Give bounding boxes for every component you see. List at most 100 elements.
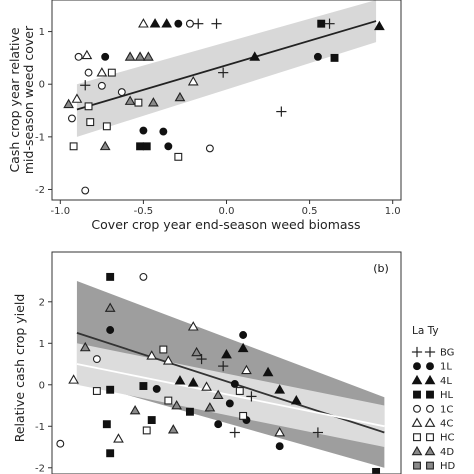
x-tick-label: 0.5 [302, 206, 318, 217]
data-point [167, 424, 179, 434]
data-point [317, 19, 326, 28]
panel-b-label: (b) [373, 262, 389, 275]
data-point [159, 127, 168, 136]
data-point [249, 51, 261, 61]
legend: La Ty BG 1L 4L HL 1C 4C HC 4D HD [411, 325, 456, 472]
legend-marker [413, 433, 421, 442]
data-point [97, 81, 106, 90]
data-point [68, 374, 79, 384]
data-point [191, 346, 202, 357]
legend-title: La Ty [412, 325, 439, 337]
legend-marker [426, 404, 434, 413]
legend-label: 4L [440, 376, 452, 387]
x-tick-label: -1.0 [51, 206, 71, 217]
data-point [164, 396, 173, 405]
data-point [229, 427, 240, 438]
legend-entry: 1L [413, 362, 452, 373]
data-point [138, 18, 149, 28]
data-point [185, 19, 194, 28]
data-point [159, 345, 168, 354]
x-tick-label: 0.0 [219, 206, 235, 217]
data-point [139, 382, 148, 390]
panel-b-y-axis-title: Relative cash crop yield [12, 294, 27, 443]
legend-label: 1L [440, 362, 452, 373]
data-point [104, 302, 116, 312]
legend-marker [413, 461, 421, 470]
legend-marker [426, 461, 434, 470]
data-point [174, 152, 183, 161]
panel-b-frame [51, 251, 402, 474]
legend-entry: 4L [411, 374, 452, 387]
legend-marker [411, 374, 423, 385]
data-point [124, 51, 136, 61]
data-point [161, 18, 173, 28]
data-point [246, 391, 257, 402]
data-point [211, 18, 222, 29]
legend-label: HD [440, 461, 456, 472]
data-point [152, 384, 161, 393]
data-point [276, 106, 287, 117]
data-point [290, 395, 302, 405]
data-point [205, 144, 214, 153]
legend-entry: HL [413, 390, 454, 401]
data-point [221, 348, 232, 359]
data-point [201, 381, 212, 391]
legend-entry: HC [413, 433, 455, 444]
data-point [74, 52, 83, 61]
panel-b-trend-lines [76, 332, 385, 434]
data-point [143, 51, 154, 61]
data-point [81, 49, 93, 60]
data-point [187, 76, 199, 86]
data-point [212, 389, 224, 400]
data-point [142, 142, 151, 151]
data-point [63, 98, 74, 109]
data-point [139, 126, 148, 135]
legend-marker [426, 390, 434, 399]
panel-a-trend-lines [76, 20, 377, 111]
data-point [149, 18, 161, 28]
y-tick-label: 0 [39, 80, 45, 91]
data-point [174, 91, 186, 102]
data-point [56, 439, 65, 448]
data-point [101, 52, 110, 61]
data-point [106, 272, 115, 281]
legend-label: 1C [440, 404, 453, 415]
data-point [187, 321, 199, 331]
legend-label: 4D [440, 447, 454, 458]
legend-entry: HD [413, 461, 456, 472]
data-point [313, 52, 322, 61]
data-point [262, 366, 274, 377]
data-point [185, 407, 194, 416]
panel-a-points [63, 18, 385, 195]
data-point [117, 88, 126, 97]
legend-entry: BG [411, 346, 454, 359]
panel-b-points [56, 272, 381, 474]
legend-label: HC [440, 433, 455, 444]
y-tick-label: 1 [39, 27, 45, 38]
data-point [174, 19, 183, 28]
data-point [106, 326, 115, 334]
y-tick-label: -2 [35, 185, 45, 196]
data-point [148, 97, 159, 107]
data-point [86, 118, 95, 127]
panel-a: -1.0 -0.5 0.0 0.5 1.0 -2 -1 0 1 Cover crop year… [7, 0, 402, 232]
data-point [374, 20, 385, 31]
data-point [204, 402, 216, 412]
data-point [71, 93, 83, 103]
data-point [113, 433, 124, 443]
y-tick-label: -2 [35, 463, 45, 474]
data-point [237, 342, 249, 353]
data-point [79, 341, 91, 352]
data-point [67, 114, 76, 123]
legend-marker [413, 390, 421, 399]
data-point [102, 122, 111, 131]
panel-a-x-axis-title: Cover crop year end-season weed biomass [91, 217, 360, 232]
y-tick-label: 2 [39, 297, 45, 308]
data-point [230, 380, 239, 388]
data-point [92, 355, 101, 364]
panel-a-y-axis-title-line-1: Cash crop year relative [7, 27, 22, 172]
data-point [174, 375, 186, 385]
data-point [218, 67, 229, 78]
data-point [106, 385, 115, 394]
